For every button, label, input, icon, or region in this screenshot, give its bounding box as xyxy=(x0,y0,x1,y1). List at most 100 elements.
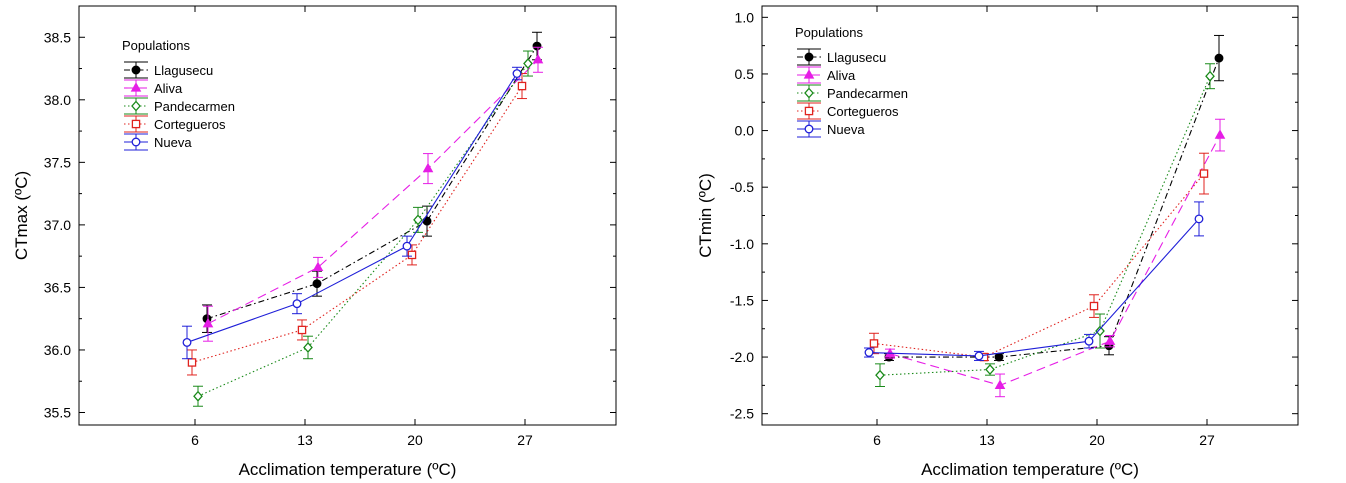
legend-marker xyxy=(131,119,141,129)
x-tick-label: 20 xyxy=(1089,432,1105,448)
series-line xyxy=(186,73,518,343)
y-tick-label: 38.5 xyxy=(44,29,71,45)
x-tick-label: 27 xyxy=(517,432,533,448)
series-line xyxy=(207,59,539,325)
data-point xyxy=(532,53,544,64)
data-point xyxy=(297,325,307,335)
series-line xyxy=(889,134,1221,386)
legend-label: Cortegueros xyxy=(154,117,226,132)
data-point xyxy=(292,299,302,309)
data-point xyxy=(1104,335,1116,345)
legend-label: Aliva xyxy=(827,68,856,83)
data-point xyxy=(1194,214,1204,224)
legend-label: Pandecarmen xyxy=(827,86,908,101)
legend-marker xyxy=(131,65,141,75)
data-point xyxy=(182,338,192,347)
legend-label: Pandecarmen xyxy=(154,99,235,114)
y-tick-label: 37.0 xyxy=(44,217,71,233)
data-point xyxy=(1214,53,1224,63)
data-point xyxy=(532,41,542,51)
data-point xyxy=(512,69,522,78)
legend-label: Cortegueros xyxy=(827,104,899,119)
series-cortegueros xyxy=(187,73,527,376)
data-point xyxy=(407,250,417,260)
data-point xyxy=(413,214,423,226)
series-line xyxy=(879,75,1211,376)
y-tick-label: 35.5 xyxy=(44,404,71,420)
y-tick-label: -2.0 xyxy=(730,349,754,365)
x-tick-label: 13 xyxy=(297,432,313,448)
legend: Populations Llagusecu Aliva Pandecarmen Cort… xyxy=(122,38,235,151)
x-tick-label: 6 xyxy=(873,432,881,448)
data-point xyxy=(303,341,313,353)
y-tick-label: -1.5 xyxy=(730,292,754,308)
legend-title: Populations xyxy=(795,25,863,40)
series-line xyxy=(889,57,1220,358)
data-point xyxy=(985,364,995,375)
data-point xyxy=(869,339,879,348)
series-nueva xyxy=(182,66,522,360)
y-tick-label: 1.0 xyxy=(735,9,755,25)
y-tick-label: 37.5 xyxy=(44,154,71,170)
data-point xyxy=(1205,70,1215,82)
series-nueva xyxy=(864,201,1204,361)
y-axis-label: CTmin (ºC) xyxy=(696,173,715,258)
legend-marker xyxy=(804,106,814,116)
y-axis-label: CTmax (ºC) xyxy=(12,171,31,260)
legend-title: Populations xyxy=(122,38,190,53)
legend-marker xyxy=(130,82,142,92)
y-tick-label: -1.0 xyxy=(730,236,754,252)
y-tick-label: 38.0 xyxy=(44,92,71,108)
x-tick-label: 27 xyxy=(1199,432,1215,448)
series-line xyxy=(206,45,538,320)
data-point xyxy=(994,352,1004,362)
y-tick-label: 36.0 xyxy=(44,342,71,358)
series-pandecarmen xyxy=(193,50,533,407)
series-aliva xyxy=(202,46,544,342)
y-tick-label: -2.5 xyxy=(730,406,754,422)
y-tick-label: 0.0 xyxy=(735,123,755,139)
data-point xyxy=(202,317,214,328)
y-tick-label: 0.5 xyxy=(735,66,755,82)
data-point xyxy=(1089,301,1099,311)
data-point xyxy=(1199,169,1209,178)
legend-marker xyxy=(804,124,814,134)
y-tick-label: -0.5 xyxy=(730,179,754,195)
series-llagusecu xyxy=(202,31,542,333)
legend-label: Llagusecu xyxy=(827,50,886,65)
data-point xyxy=(402,241,412,251)
legend-marker xyxy=(804,52,814,62)
data-point xyxy=(974,351,984,361)
series-llagusecu xyxy=(884,34,1224,362)
data-point xyxy=(994,379,1006,390)
data-point xyxy=(422,162,434,173)
legend-label: Aliva xyxy=(154,81,183,96)
x-tick-label: 13 xyxy=(979,432,995,448)
legend: Populations Llagusecu Aliva Pandecarmen Cort… xyxy=(795,25,908,138)
x-tick-label: 20 xyxy=(407,432,423,448)
legend-label: Nueva xyxy=(827,122,865,137)
series-pandecarmen xyxy=(875,63,1215,387)
data-point xyxy=(312,279,322,289)
data-point xyxy=(1214,129,1226,139)
chart-panel-1: 35.5 36.0 36.5 37.0 37.5 38.0 38.5 6 13 20 27 Accli… xyxy=(12,5,617,479)
legend-marker xyxy=(131,100,141,112)
legend-marker xyxy=(131,137,141,147)
data-point xyxy=(875,369,885,381)
data-point xyxy=(312,261,324,272)
data-point xyxy=(523,58,533,70)
series-line xyxy=(873,173,1205,358)
data-point xyxy=(517,81,527,91)
legend-label: Nueva xyxy=(154,135,192,150)
x-axis-label: Acclimation temperature (ºC) xyxy=(921,460,1139,479)
series-line xyxy=(191,85,523,363)
legend-marker xyxy=(804,87,814,99)
data-point xyxy=(187,358,197,367)
data-point xyxy=(1095,325,1105,337)
legend-label: Llagusecu xyxy=(154,63,213,78)
data-point xyxy=(193,390,203,402)
data-point xyxy=(1084,336,1094,346)
series-line xyxy=(197,63,529,397)
